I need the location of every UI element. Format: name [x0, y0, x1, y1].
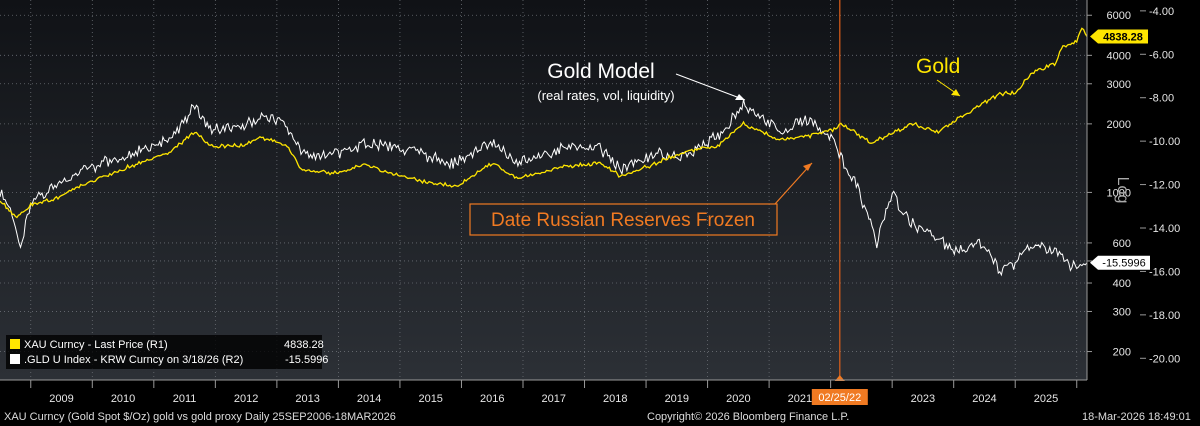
log-scale-label: Log	[1114, 177, 1131, 204]
x-tick-label: 2013	[295, 393, 319, 405]
x-tick-label: 2012	[234, 393, 258, 405]
footer-copyright: Copyright© 2026 Bloomberg Finance L.P.	[647, 411, 850, 423]
gold-model-title: Gold Model	[547, 60, 654, 83]
legend-label-proxy: .GLD U Index - KRW Curncy on 3/18/26 (R2…	[24, 354, 243, 366]
event-date-tag: 02/25/22	[811, 389, 868, 405]
r1-tick-label: 6000	[1107, 10, 1131, 22]
x-axis: 2009 2010 2011 2012 2013 2014 2015 2016 2017 2018…	[30, 380, 1078, 405]
x-tick-label: 2011	[173, 393, 197, 405]
plot-background	[0, 0, 1087, 380]
r1-tick-label: 3000	[1107, 79, 1131, 91]
gold-arrow	[936, 79, 961, 97]
r2-tick-label: -8.00	[1149, 93, 1174, 105]
x-tick-label: 2010	[111, 393, 135, 405]
r2-tick-label: -10.00	[1149, 136, 1180, 148]
footer: XAU Curncy (Gold Spot $/Oz) gold vs gold…	[0, 409, 1200, 426]
x-tick-label: 2023	[911, 393, 935, 405]
gold-label: Gold	[916, 55, 960, 78]
r2-tick-label: -12.00	[1149, 180, 1180, 192]
r2-axis: -4.00 -6.00 -8.00 -10.00 -12.00 -14.00 -16.00 -…	[1140, 6, 1180, 365]
proxy-series-line	[0, 99, 1088, 277]
x-tick-label: 2015	[418, 393, 442, 405]
x-tick-label: 2021	[788, 393, 812, 405]
gold-vs-proxy-chart: 60004000300020001000600500400300200 -4.0…	[0, 0, 1200, 409]
r1-tick-label: 300	[1113, 306, 1131, 318]
legend-label-gold: XAU Curncy - Last Price (R1)	[24, 339, 168, 351]
last-value-tag-gold: 4838.28	[1090, 29, 1148, 44]
x-tick-label: 2014	[357, 393, 381, 405]
event-box: Date Russian Reserves Frozen	[469, 203, 778, 236]
last-value-proxy: -15.5996	[1102, 258, 1145, 270]
gold-series-line	[0, 27, 1088, 219]
r2-tick-label: -4.00	[1149, 6, 1174, 18]
x-tick-label: 2018	[603, 393, 627, 405]
legend-value-proxy: -15.5996	[285, 354, 328, 366]
x-tick-label: 2016	[480, 393, 504, 405]
legend: XAU Curncy - Last Price (R1) 4838.28 .GL…	[6, 335, 328, 369]
x-tick-label: 2017	[542, 393, 566, 405]
gold-model-subtitle: (real rates, vol, liquidity)	[537, 88, 674, 103]
x-axis-panel-background	[0, 380, 1087, 409]
last-value-gold: 4838.28	[1103, 32, 1143, 44]
r1-tick-label: 4000	[1107, 50, 1131, 62]
x-tick-label: 2009	[49, 393, 73, 405]
r1-axis: 60004000300020001000600500400300200	[1087, 10, 1131, 359]
x-tick-label: 2024	[972, 393, 996, 405]
legend-swatch-proxy	[10, 354, 20, 364]
r2-tick-label: -14.00	[1149, 223, 1180, 235]
event-box-label: Date Russian Reserves Frozen	[491, 210, 755, 231]
r1-tick-label: 2000	[1107, 119, 1131, 131]
last-value-tag-proxy: -15.5996	[1090, 255, 1150, 270]
r1-tick-label: 200	[1113, 347, 1131, 359]
gold-model-arrow	[675, 73, 746, 101]
x-tick-label: 2025	[1034, 393, 1058, 405]
r1-tick-label: 600	[1113, 238, 1131, 250]
r1-tick-label: 400	[1113, 278, 1131, 290]
legend-swatch-gold	[10, 339, 20, 349]
footer-timestamp: 18-Mar-2026 18:49:01	[1082, 411, 1191, 423]
r1-tick-label: 1000	[1107, 187, 1131, 199]
r2-tick-label: -18.00	[1149, 310, 1180, 322]
x-tick-label: 2020	[726, 393, 750, 405]
event-arrow	[774, 162, 813, 205]
event-date-label: 02/25/22	[818, 392, 861, 404]
r2-tick-label: -20.00	[1149, 353, 1180, 365]
r2-tick-label: -16.00	[1149, 266, 1180, 278]
x-tick-label: 2019	[665, 393, 689, 405]
series-group	[0, 27, 1088, 277]
footer-description: XAU Curncy (Gold Spot $/Oz) gold vs gold…	[4, 411, 396, 423]
axis-panel-background	[1087, 0, 1200, 409]
r2-tick-label: -6.00	[1149, 49, 1174, 61]
grid-lines	[0, 0, 1087, 380]
legend-value-gold: 4838.28	[284, 339, 324, 351]
